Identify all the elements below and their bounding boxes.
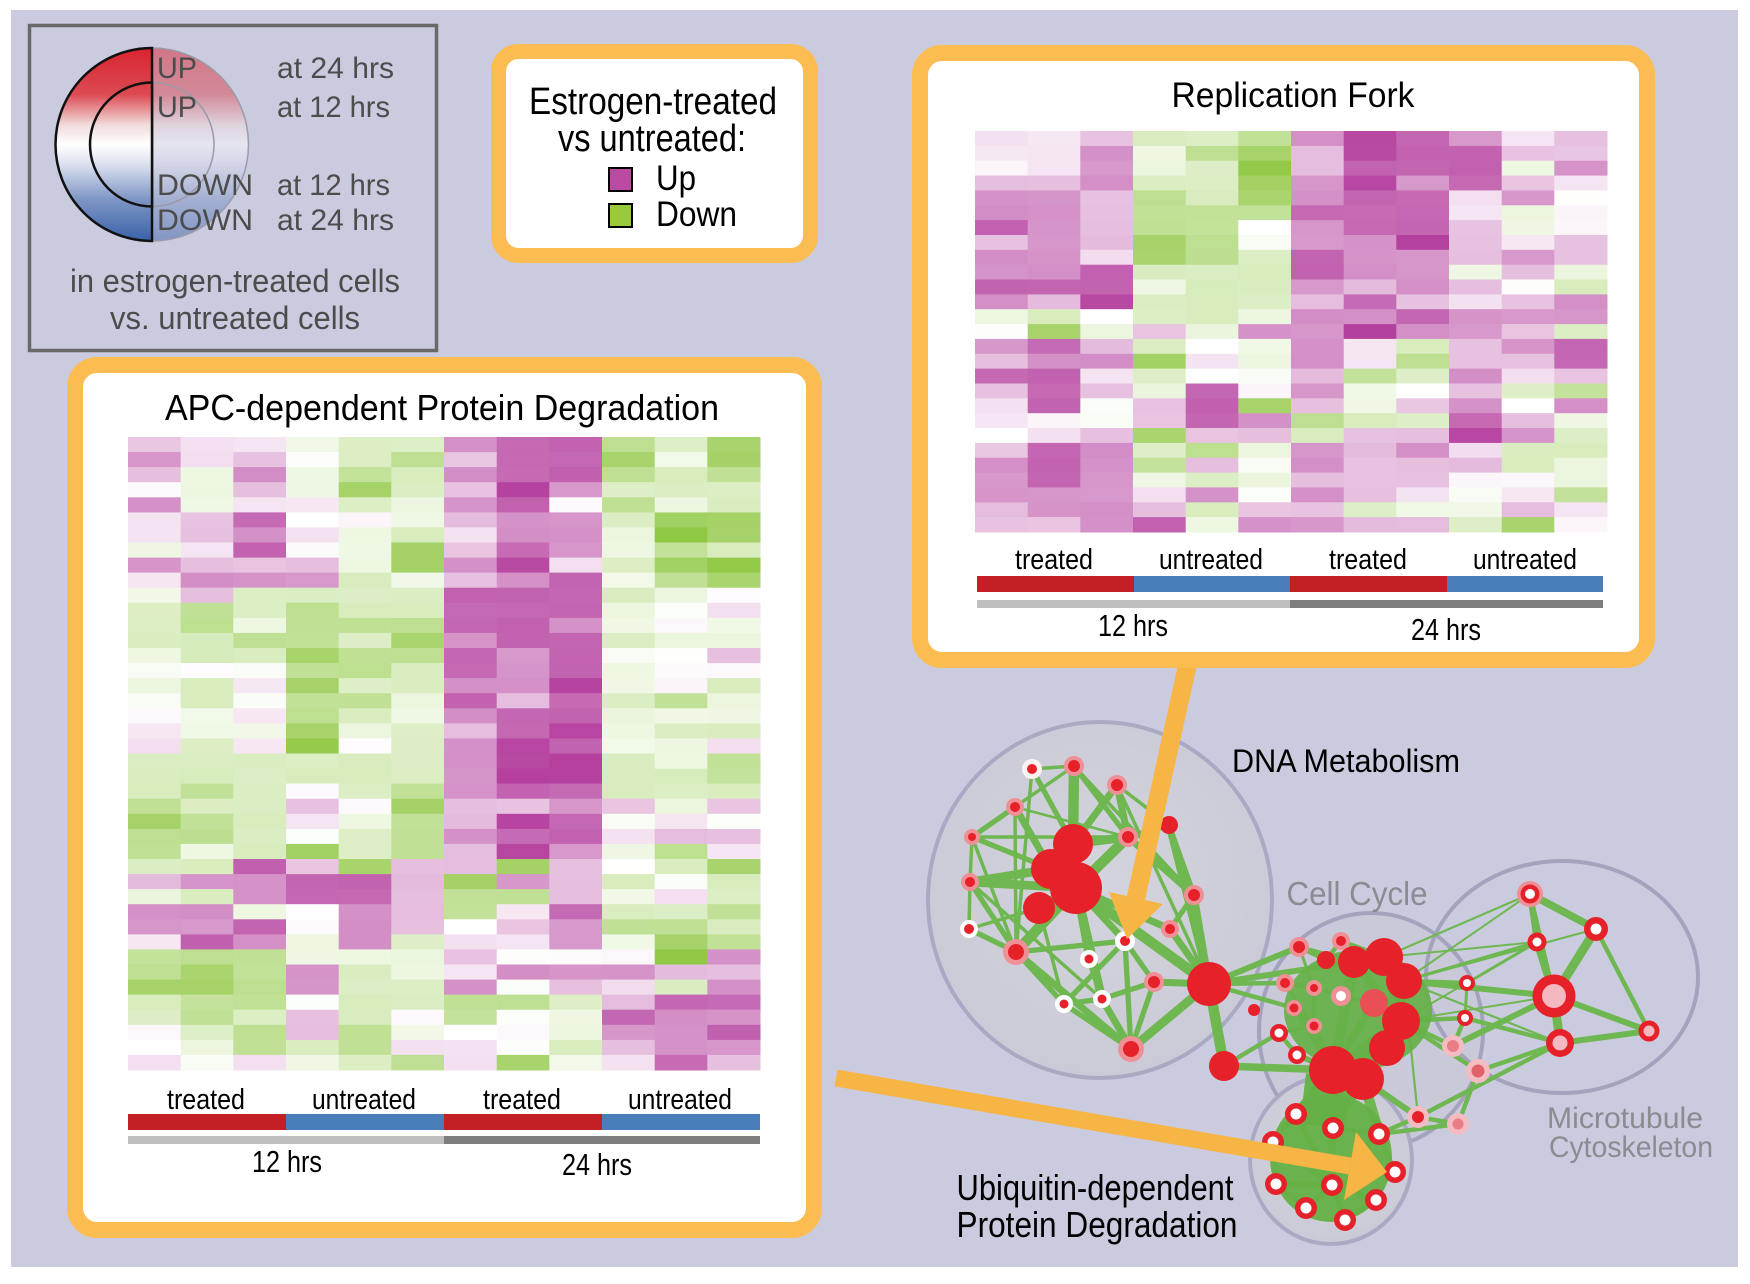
svg-text:untreated: untreated bbox=[312, 1084, 416, 1116]
svg-text:treated: treated bbox=[483, 1084, 561, 1116]
svg-text:24 hrs: 24 hrs bbox=[562, 1147, 632, 1182]
svg-text:vs untreated:: vs untreated: bbox=[558, 118, 746, 160]
svg-text:at 24 hrs: at 24 hrs bbox=[277, 204, 394, 237]
svg-text:treated: treated bbox=[1329, 544, 1407, 576]
svg-text:treated: treated bbox=[167, 1084, 245, 1116]
svg-text:at 12 hrs: at 12 hrs bbox=[277, 169, 390, 202]
svg-text:Ubiquitin-dependent: Ubiquitin-dependent bbox=[957, 1167, 1234, 1208]
svg-text:Cell Cycle: Cell Cycle bbox=[1287, 875, 1428, 912]
svg-text:12 hrs: 12 hrs bbox=[1098, 608, 1168, 643]
svg-text:at 12 hrs: at 12 hrs bbox=[277, 91, 390, 124]
svg-text:Microtubule: Microtubule bbox=[1547, 1102, 1703, 1135]
svg-text:Up: Up bbox=[656, 159, 696, 198]
svg-text:DNA Metabolism: DNA Metabolism bbox=[1232, 743, 1460, 779]
svg-text:Down: Down bbox=[656, 195, 737, 234]
svg-text:APC-dependent Protein Degradat: APC-dependent Protein Degradation bbox=[165, 387, 719, 428]
svg-text:at 24 hrs: at 24 hrs bbox=[277, 52, 394, 85]
svg-text:treated: treated bbox=[1015, 544, 1093, 576]
svg-text:12 hrs: 12 hrs bbox=[252, 1144, 322, 1179]
svg-text:24 hrs: 24 hrs bbox=[1411, 612, 1481, 647]
svg-text:DOWN: DOWN bbox=[157, 204, 253, 237]
svg-text:untreated: untreated bbox=[628, 1084, 732, 1116]
svg-text:untreated: untreated bbox=[1159, 544, 1263, 576]
svg-text:UP: UP bbox=[157, 91, 197, 124]
svg-text:DOWN: DOWN bbox=[157, 169, 253, 202]
svg-text:Cytoskeleton: Cytoskeleton bbox=[1549, 1131, 1713, 1164]
svg-text:Estrogen-treated: Estrogen-treated bbox=[529, 81, 777, 123]
svg-text:vs. untreated cells: vs. untreated cells bbox=[110, 300, 360, 336]
svg-text:untreated: untreated bbox=[1473, 544, 1577, 576]
svg-text:UP: UP bbox=[157, 52, 197, 85]
svg-text:Protein Degradation: Protein Degradation bbox=[957, 1204, 1238, 1245]
svg-text:in estrogen-treated cells: in estrogen-treated cells bbox=[70, 263, 400, 299]
svg-text:Replication Fork: Replication Fork bbox=[1172, 76, 1415, 115]
